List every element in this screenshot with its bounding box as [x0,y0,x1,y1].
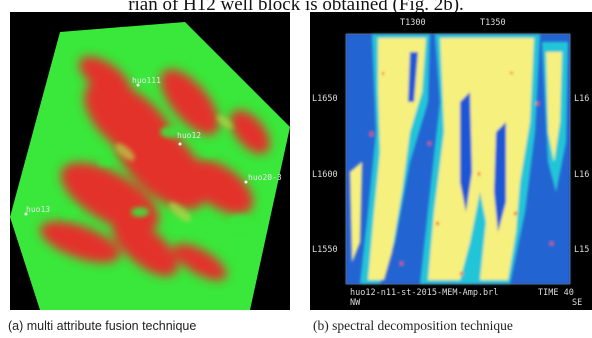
corner-nw-label: NW [350,298,361,308]
footer-time-label: TIME 40 [538,288,574,298]
well-marker-huo12 [178,142,182,146]
top-tick-t1350: T1350 [480,18,506,28]
right-tick-3: L15 [574,245,589,255]
well-marker-huo13 [24,212,28,216]
footer-file-label: huo12-n11-st-2015-MEM-Amp.brl [350,288,498,298]
figure-a-map: huo111 huo12 huo20-3 huo13 [10,12,290,310]
well-label-huo20-3: huo20-3 [248,173,282,182]
right-tick-2: L16 [574,170,589,180]
figure-a-caption: (a) multi attribute fusion technique [8,319,197,333]
well-label-huo12: huo12 [177,131,201,140]
left-tick-l1650: L1650 [312,94,338,104]
left-tick-l1600: L1600 [312,170,338,180]
figure-b-caption: (b) spectral decomposition technique [313,318,513,333]
corner-se-label: SE [572,298,582,308]
well-label-huo111: huo111 [132,76,161,85]
well-marker-huo111 [136,83,140,87]
top-tick-t1300: T1300 [400,18,426,28]
right-tick-1: L16 [574,94,589,104]
left-tick-l1550: L1550 [312,245,338,255]
well-label-huo13: huo13 [26,205,50,214]
well-marker-huo20-3 [244,180,248,184]
body-text-fragment: rian of H12 well block is obtained (Fig.… [128,0,464,15]
figure-b-spectral-map: T1300 T1350 L1650 L1600 L1550 L16 L16 L1… [310,12,592,310]
